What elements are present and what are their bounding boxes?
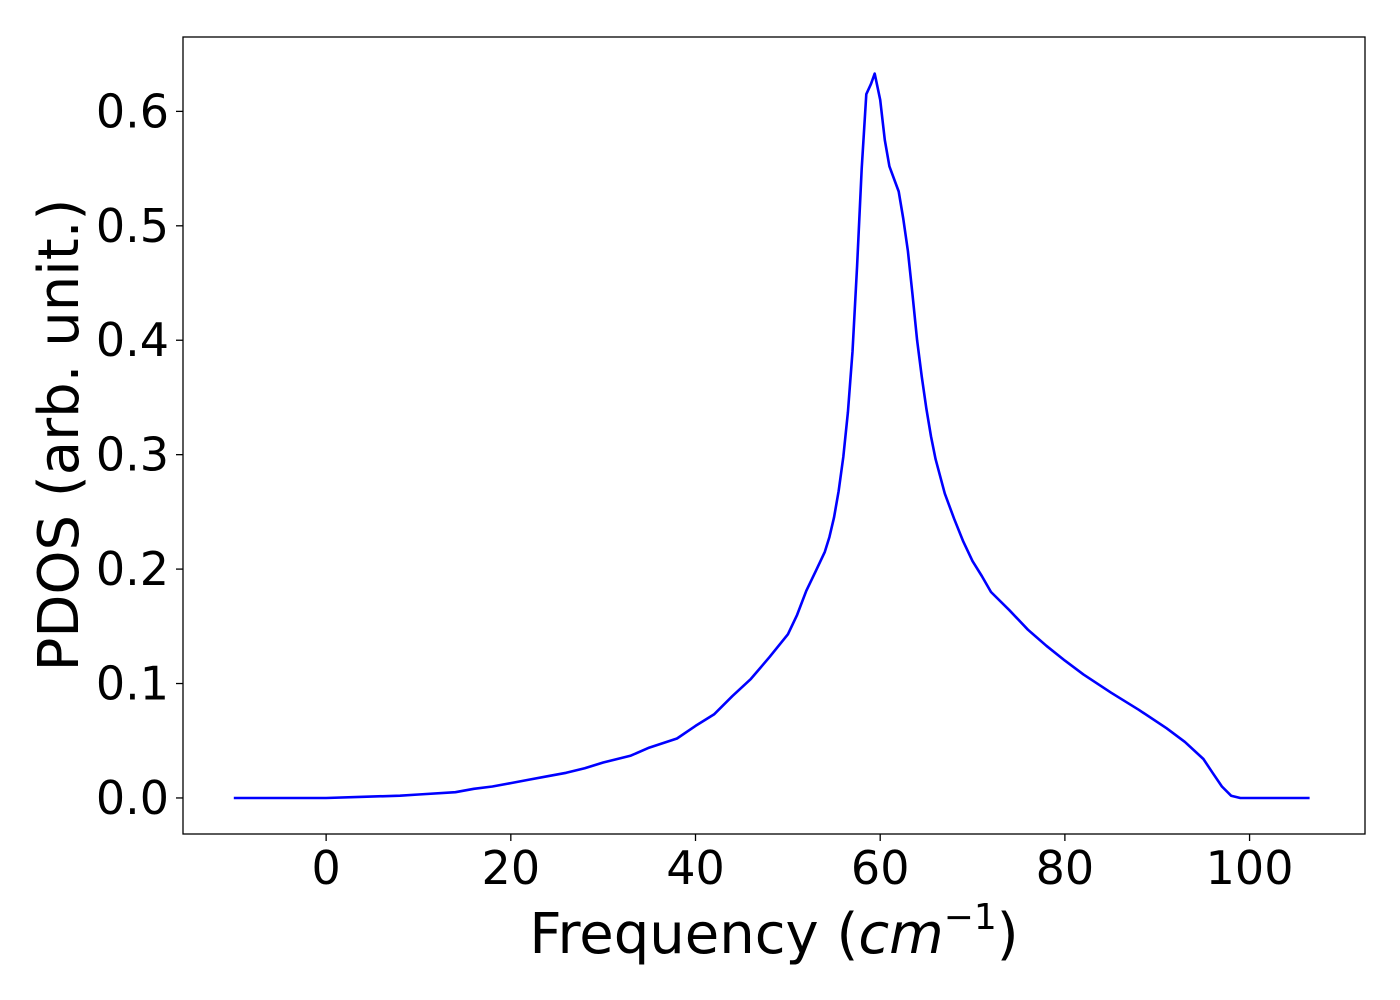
y-tick-label: 0.2 [96,542,169,596]
plot-area [182,36,1366,835]
x-tick-label: 20 [482,841,541,895]
x-tick-label: 100 [1206,841,1294,895]
x-tick-label: 0 [311,841,340,895]
y-tick-label: 0.6 [96,84,169,138]
y-axis-label: PDOS (arb. unit.) [27,199,92,672]
y-tick-label: 0.4 [96,313,169,367]
series-line [233,72,1310,800]
x-tick-label: 60 [851,841,910,895]
x-axis-label: Frequency (cm−1) [529,897,1018,967]
y-tick-label: 0.1 [96,657,169,711]
y-tick-label: 0.0 [96,771,169,825]
x-tick-label: 80 [1036,841,1095,895]
x-axis: 0 20 40 60 80 100 [311,834,1293,895]
y-tick-label: 0.3 [96,428,169,482]
x-tick-label: 40 [666,841,725,895]
y-tick-label: 0.5 [96,199,169,253]
y-axis: 0.0 0.1 0.2 0.3 0.4 0.5 0.6 [96,84,183,825]
